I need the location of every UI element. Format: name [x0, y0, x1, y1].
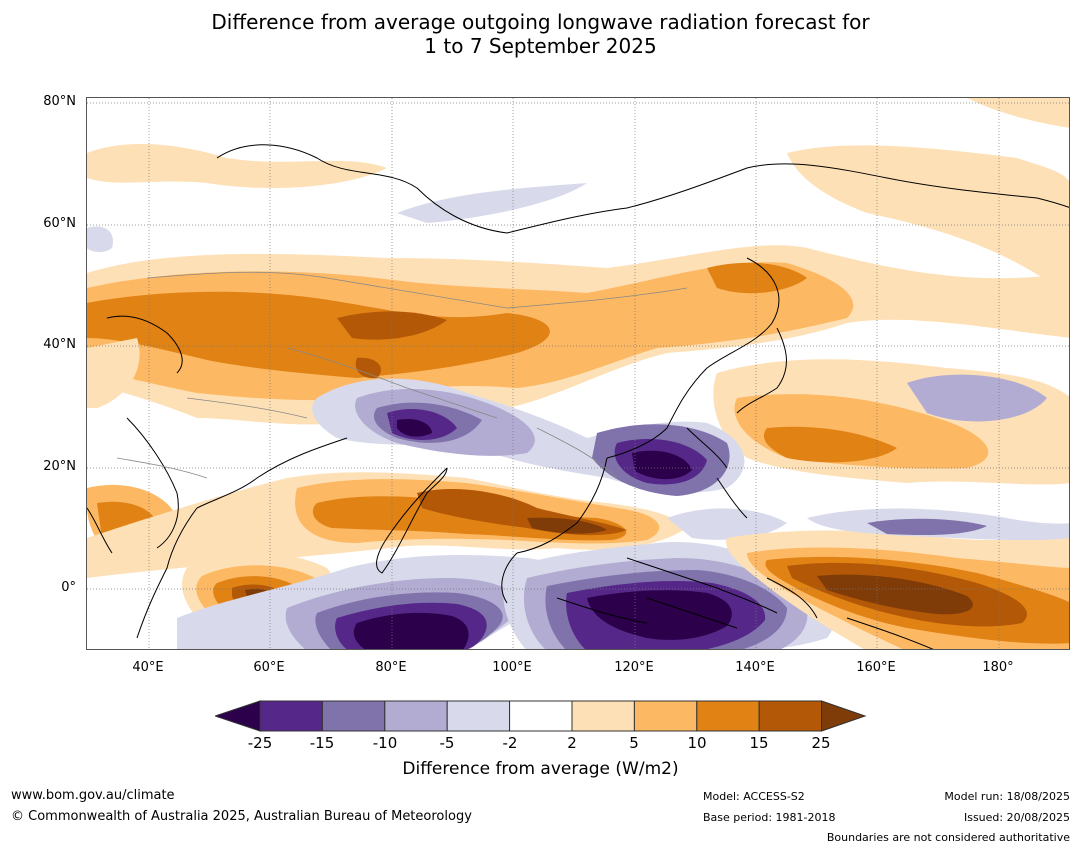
anomaly-region	[867, 518, 987, 536]
anomaly-region	[87, 143, 387, 188]
anomaly-region	[632, 450, 692, 480]
lon-label-100e: 100°E	[492, 660, 532, 675]
lon-label-120e: 120°E	[614, 660, 654, 675]
anomaly-region	[397, 183, 587, 223]
colorbar-cell	[384, 700, 448, 732]
colorbar-cell	[215, 700, 261, 732]
colorbar-cell	[821, 700, 867, 732]
lon-label-140e: 140°E	[735, 660, 775, 675]
anomaly-region	[87, 338, 140, 408]
lat-label-80n: 80°N	[43, 94, 76, 109]
anomaly-region	[907, 374, 1047, 422]
title-line-2: 1 to 7 September 2025	[424, 34, 657, 58]
colorbar-tick: 5	[629, 734, 639, 752]
anomaly-region	[397, 418, 432, 437]
colorbar-tick: -2	[502, 734, 518, 752]
lat-label-0: 0°	[61, 580, 76, 595]
map-title: Difference from average outgoing longwav…	[0, 10, 1081, 58]
lat-label-40n: 40°N	[43, 337, 76, 352]
anomaly-region	[337, 311, 447, 340]
anomaly-region	[817, 574, 973, 615]
issued-text: Issued: 20/08/2025	[963, 811, 1070, 824]
anomaly-region	[87, 291, 550, 378]
colorbar-cell	[259, 700, 323, 732]
anomaly-region	[667, 508, 787, 540]
colorbar-cell	[571, 700, 635, 732]
map-canvas	[87, 98, 1069, 649]
colorbar-cell	[446, 700, 511, 732]
colorbar-cell	[758, 700, 823, 732]
colorbar-cell	[509, 700, 573, 732]
colorbar-tick: -10	[372, 734, 398, 752]
website-link[interactable]: www.bom.gov.au/climate	[11, 788, 175, 803]
lat-label-60n: 60°N	[43, 216, 76, 231]
lon-label-60e: 60°E	[253, 660, 285, 675]
colorbar-tick: -25	[247, 734, 273, 752]
colorbar	[215, 700, 867, 732]
colorbar-cell	[696, 700, 760, 732]
anomaly-region	[587, 590, 732, 640]
colorbar-tick: -15	[309, 734, 335, 752]
colorbar-tick: 15	[749, 734, 769, 752]
anomaly-region	[87, 226, 113, 253]
anomaly-region	[787, 145, 1069, 297]
anomaly-map	[86, 97, 1070, 650]
colorbar-tick: 2	[567, 734, 577, 752]
lon-label-160e: 160°E	[856, 660, 896, 675]
model-run-text: Model run: 18/08/2025	[944, 790, 1070, 803]
lon-label-180: 180°	[982, 660, 1014, 675]
base-period-text: Base period: 1981-2018	[703, 811, 836, 824]
colorbar-tick: 25	[811, 734, 831, 752]
anomaly-region	[763, 426, 897, 463]
colorbar-tick: 10	[687, 734, 707, 752]
anomaly-region	[355, 357, 381, 379]
colorbar-label: Difference from average (W/m2)	[402, 759, 679, 779]
disclaimer-text: Boundaries are not considered authoritat…	[826, 831, 1070, 844]
lon-label-80e: 80°E	[375, 660, 407, 675]
anomaly-region	[353, 612, 469, 649]
copyright-text: © Commonwealth of Australia 2025, Austra…	[11, 809, 472, 824]
lat-label-20n: 20°N	[43, 459, 76, 474]
anomaly-region	[707, 262, 807, 294]
model-text: Model: ACCESS-S2	[703, 790, 805, 803]
colorbar-tick: -5	[439, 734, 455, 752]
anomaly-region	[967, 98, 1069, 128]
colorbar-cell	[321, 700, 386, 732]
title-line-1: Difference from average outgoing longwav…	[211, 10, 870, 34]
colorbar-cell	[633, 700, 698, 732]
anomaly-region	[527, 517, 607, 534]
lon-label-40e: 40°E	[132, 660, 164, 675]
